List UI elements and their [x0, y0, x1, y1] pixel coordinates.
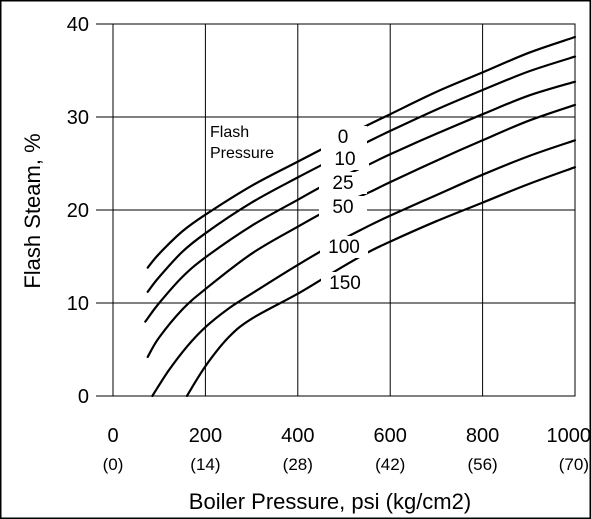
x-axis-title: Boiler Pressure, psi (kg/cm2)	[189, 489, 471, 514]
x-tick-sublabel: (28)	[283, 455, 313, 474]
annotation-line-1: Flash	[210, 124, 249, 141]
y-tick-label: 0	[78, 386, 89, 408]
curve-label-50: 50	[332, 197, 353, 218]
y-axis-title: Flash Steam, %	[20, 133, 45, 288]
plot-frame	[112, 23, 576, 397]
curve-label-10: 10	[334, 149, 355, 170]
y-tick-label: 30	[67, 107, 89, 129]
x-tick-label: 400	[281, 425, 314, 447]
x-tick-label: 200	[189, 425, 222, 447]
curve-150	[185, 166, 577, 398]
x-tick-label: 1000	[547, 425, 591, 447]
y-tick-label: 40	[67, 14, 89, 36]
curve-label-25: 25	[332, 173, 353, 194]
annotation-line-2: Pressure	[210, 145, 274, 162]
x-tick-label: 600	[374, 425, 407, 447]
x-tick-sublabel: (70)	[559, 455, 589, 474]
tick-labels: 0102030400(0)200(14)400(28)600(42)800(56…	[67, 14, 591, 474]
y-tick-label: 20	[67, 200, 89, 222]
y-tick-label: 10	[67, 293, 89, 315]
label-backgrounds	[207, 121, 369, 294]
x-tick-sublabel: (0)	[103, 455, 124, 474]
curve-100	[151, 139, 577, 398]
x-tick-label: 800	[466, 425, 499, 447]
x-tick-label: 0	[107, 425, 118, 447]
curve-label-bg	[319, 196, 367, 218]
x-tick-sublabel: (56)	[467, 455, 497, 474]
curve-label-bg	[319, 126, 367, 148]
curve-label-bg	[319, 172, 367, 194]
curve-label-bg	[321, 148, 369, 170]
x-tick-sublabel: (14)	[190, 455, 220, 474]
x-tick-sublabel: (42)	[375, 455, 405, 474]
curve-label-bg	[321, 272, 369, 294]
annotation-bg	[207, 121, 291, 163]
curve-label-150: 150	[329, 273, 361, 294]
curve-label-0: 0	[338, 127, 349, 148]
curve-labels: 010 25 50 100 150	[328, 127, 361, 294]
curve-label-bg	[320, 236, 368, 258]
curve-label-100: 100	[328, 237, 360, 258]
